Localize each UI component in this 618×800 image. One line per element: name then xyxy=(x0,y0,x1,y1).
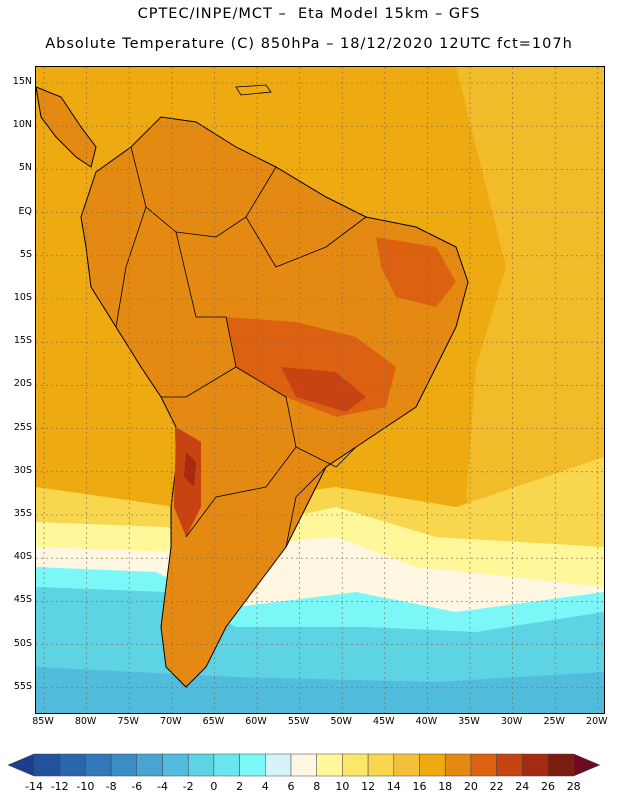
colorbar-box-1 xyxy=(33,753,60,777)
colorbar-box-3 xyxy=(85,753,112,777)
colorbar-max-arrow xyxy=(573,753,601,777)
colorbar-box-9 xyxy=(239,753,266,777)
caribbean-islands xyxy=(235,84,272,96)
colorbar-label: 4 xyxy=(261,780,269,793)
colorbar-box-7 xyxy=(187,753,215,777)
lon-label-75w: 75W xyxy=(117,716,139,727)
lat-label-40s: 40S xyxy=(13,551,32,563)
colorbar-box-17 xyxy=(444,753,472,777)
lon-label-55w: 55W xyxy=(287,716,310,727)
lon-label-70w: 70W xyxy=(160,716,182,727)
lon-label-50w: 50W xyxy=(330,716,352,727)
map-frame[interactable] xyxy=(35,66,605,714)
lat-label-25s: 25S xyxy=(13,421,32,433)
colorbar-label: 18 xyxy=(438,780,453,793)
colorbar-label: 14 xyxy=(386,780,401,793)
colorbar-min-arrow xyxy=(7,753,35,777)
lat-label-35s: 35S xyxy=(13,508,32,519)
field-hot-core xyxy=(281,367,366,412)
lat-label-10n: 10N xyxy=(12,119,32,131)
colorbar-label: -8 xyxy=(105,780,117,793)
colorbar-label: 0 xyxy=(210,780,218,793)
colorbar-label: 6 xyxy=(287,780,295,793)
lat-label-50s: 50S xyxy=(13,637,32,649)
lon-label-40w: 40W xyxy=(415,716,438,727)
field-hottest xyxy=(184,452,196,487)
lon-label-60w: 60W xyxy=(245,716,267,727)
colorbar-label: -14 xyxy=(25,780,43,793)
colorbar-box-4 xyxy=(110,753,138,777)
colorbar-box-10 xyxy=(265,753,292,777)
central-america-landmass xyxy=(36,86,97,168)
lat-label-30s: 30S xyxy=(13,464,32,476)
colorbar-box-14 xyxy=(367,753,395,777)
colorbar-label: -6 xyxy=(131,780,143,793)
colorbar-label: 22 xyxy=(489,780,504,793)
colorbar-box-16 xyxy=(419,753,446,777)
temperature-map[interactable] xyxy=(36,67,604,713)
lon-label-45w: 45W xyxy=(373,716,395,727)
colorbar-box-18 xyxy=(470,753,497,777)
colorbar-box-20 xyxy=(522,753,549,777)
colorbar-label: -12 xyxy=(50,780,69,793)
colorbar-label: 2 xyxy=(236,780,244,793)
map-title-line2: Absolute Temperature (C) 850hPa – 18/12/… xyxy=(45,36,573,52)
lat-label-20s: 20S xyxy=(13,378,32,390)
colorbar-box-21 xyxy=(547,753,574,777)
lon-label-20w: 20W xyxy=(586,716,608,727)
colorbar-box-5 xyxy=(136,753,163,777)
lat-label-10s: 10S xyxy=(13,292,32,303)
field-andes-hot xyxy=(174,427,201,537)
colorbar-label: 8 xyxy=(313,780,321,793)
colorbar-box-15 xyxy=(393,753,420,777)
lon-label-85w: 85W xyxy=(32,716,54,727)
field-northeast-hot xyxy=(376,237,456,307)
lon-label-25w: 25W xyxy=(543,716,565,727)
lat-label-55s: 55S xyxy=(13,680,32,692)
colorbar-label: 26 xyxy=(541,780,555,793)
colorbar-label: 20 xyxy=(463,780,478,793)
lon-label-35w: 35W xyxy=(458,716,480,727)
colorbar-label: 12 xyxy=(361,780,376,793)
colorbar-label: 16 xyxy=(412,780,427,793)
colorbar-label: -2 xyxy=(182,780,194,793)
colorbar-label: -4 xyxy=(157,780,168,793)
colorbar-box-12 xyxy=(316,753,343,777)
lon-label-80w: 80W xyxy=(74,716,97,727)
colorbar-box-2 xyxy=(59,753,86,777)
lat-label-5s: 5S xyxy=(19,248,32,260)
lat-label-45s: 45S xyxy=(13,594,32,606)
colorbar-box-13 xyxy=(342,753,369,777)
lat-label-15n: 15N xyxy=(12,76,32,87)
colorbar-label: -10 xyxy=(76,780,95,793)
colorbar-label: 28 xyxy=(566,780,581,793)
lon-label-30w: 30W xyxy=(500,716,523,727)
colorbar-label: 24 xyxy=(515,780,530,793)
colorbar-box-11 xyxy=(290,753,317,777)
lon-label-65w: 65W xyxy=(202,716,225,727)
colorbar-label: 10 xyxy=(335,780,350,793)
lat-label-eq: EQ xyxy=(18,205,32,217)
colorbar-box-19 xyxy=(496,753,523,777)
map-title-line1: CPTEC/INPE/MCT – Eta Model 15km – GFS xyxy=(137,6,481,22)
lat-label-5n: 5N xyxy=(18,162,32,174)
colorbar-box-6 xyxy=(162,753,189,777)
lat-label-15s: 15S xyxy=(13,335,32,347)
colorbar xyxy=(7,753,601,777)
colorbar-box-8 xyxy=(213,753,240,777)
